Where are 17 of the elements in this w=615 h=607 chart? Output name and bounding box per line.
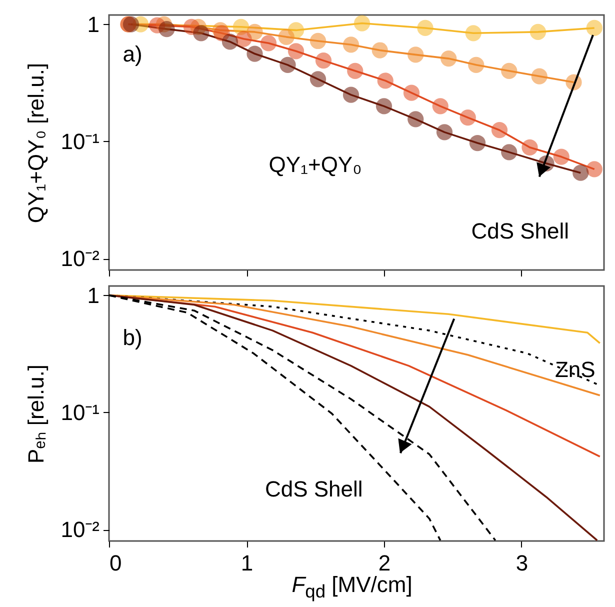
y-tick-label: 10⁻¹ [60, 128, 100, 154]
x-tick-label: 0 [110, 550, 122, 576]
x-tick-label: 1 [240, 550, 254, 576]
annotation: a) [122, 42, 142, 67]
y-tick-label: 10⁻¹ [60, 400, 100, 425]
annotation: b) [122, 325, 142, 350]
x-tick-label: 3 [516, 550, 528, 576]
y-tick-label: 10⁻² [60, 246, 100, 272]
y-axis-title: QY₁+QY₀ [rel.u.] [24, 62, 49, 224]
annotation: QY₁+QY₀ [268, 152, 362, 177]
annotation: CdS Shell [471, 218, 570, 244]
y-tick-label: 1 [87, 282, 100, 308]
annotation: ZnS [554, 357, 596, 382]
y-tick-label: 1 [87, 12, 100, 37]
annotation: CdS Shell [264, 476, 363, 502]
y-axis-title: Pₑₕ [rel.u.] [24, 364, 49, 464]
y-tick-label: 10⁻² [60, 517, 100, 542]
